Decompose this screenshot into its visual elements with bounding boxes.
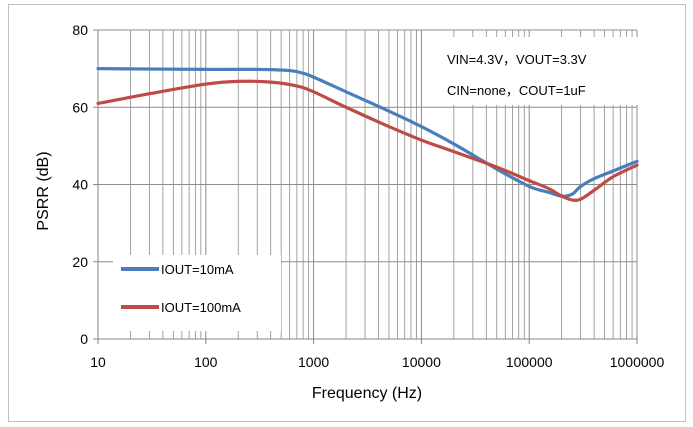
x-axis-title: Frequency (Hz) [312,385,422,402]
psrr-chart: 0 20 40 60 80 10 100 1000 10000 100000 1000000 VIN… [35,22,664,402]
series-lines [96,67,639,202]
legend-label-100ma: IOUT=100mA [161,300,241,315]
series-line-iout-100ma [96,79,639,202]
x-tick-label: 10 [90,354,106,370]
chart-frame: 0 20 40 60 80 10 100 1000 10000 100000 1000000 VIN… [8,4,686,422]
annotation-box: VIN=4.3V，VOUT=3.3V CIN=none，COUT=1uF [437,37,653,105]
annotation-line-2: CIN=none，COUT=1uF [447,83,586,98]
x-tick-label: 100000 [506,354,553,370]
annotation-background [437,37,653,105]
series-line-iout-10ma [96,67,639,198]
x-tick-label: 10000 [402,354,441,370]
legend-label-10ma: IOUT=10mA [161,262,234,277]
annotation-line-1: VIN=4.3V，VOUT=3.3V [447,52,587,67]
y-tick-label: 20 [72,254,88,270]
y-tick-label: 80 [72,22,88,38]
x-tick-label: 100 [194,354,218,370]
y-tick-label: 40 [72,177,88,193]
y-tick-label: 0 [80,331,88,347]
y-tick-label: 60 [72,99,88,115]
x-tick-label: 1000000 [610,354,665,370]
x-tick-label: 1000 [298,354,329,370]
axes: 0 20 40 60 80 10 100 1000 10000 100000 1000000 [72,22,664,370]
legend: IOUT=10mA IOUT=100mA [113,255,281,331]
y-axis-title: PSRR (dB) [35,151,52,230]
